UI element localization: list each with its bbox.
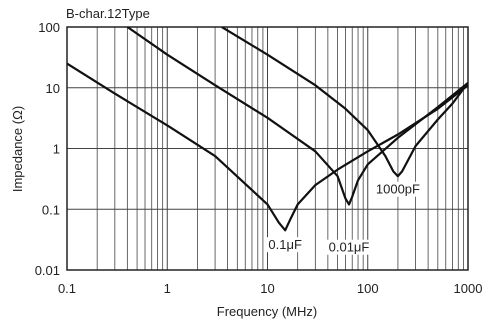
series-annotation: 0.01μF [329, 240, 370, 255]
annotation-background [325, 239, 373, 255]
annotation-background [265, 237, 306, 253]
x-tick-label: 0.1 [58, 281, 76, 296]
x-tick-labels: 0.1 1 10 100 1000 [58, 281, 483, 296]
series-line [126, 27, 468, 206]
y-axis-label: Impedance (Ω) [10, 106, 25, 192]
series-annotation: 1000pF [376, 182, 420, 197]
series-lines [67, 27, 468, 232]
y-tick-label: 100 [38, 20, 60, 35]
x-tick-label: 100 [357, 281, 379, 296]
y-tick-label: 10 [46, 81, 60, 96]
series-annotations: 0.1μF 0.01μF 1000pF [265, 181, 422, 255]
x-tick-label: 10 [260, 281, 274, 296]
x-axis-label: Frequency (MHz) [217, 304, 317, 319]
annotation-background [374, 181, 422, 197]
grid [66, 27, 468, 270]
series-annotation: 0.1μF [268, 237, 302, 252]
x-tick-label: 1000 [454, 281, 483, 296]
chart-title: B-char.12Type [66, 6, 150, 21]
series-line [67, 62, 468, 232]
y-tick-label: 0.1 [42, 202, 60, 217]
x-tick-label: 1 [164, 281, 171, 296]
plot-frame [66, 26, 469, 271]
y-tick-labels: 0.01 0.1 1 10 100 [35, 20, 60, 278]
y-tick-label: 0.01 [35, 263, 60, 278]
series-line [221, 27, 468, 178]
y-tick-label: 1 [53, 142, 60, 157]
